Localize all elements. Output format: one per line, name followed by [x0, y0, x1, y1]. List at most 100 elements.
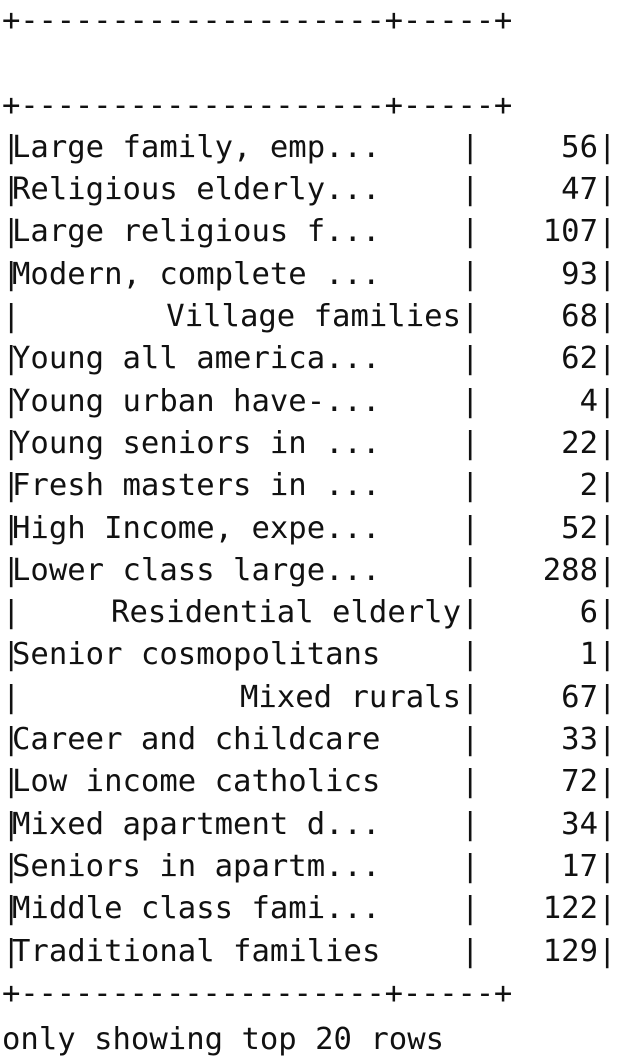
- column-separator: |: [598, 129, 617, 165]
- column-separator: |: [461, 552, 480, 588]
- column-separator: |: [598, 891, 617, 927]
- column-separator: |: [461, 722, 480, 758]
- cell-count: 67: [561, 679, 598, 715]
- column-separator: |: [598, 764, 617, 800]
- cell-customer-subtype: Middle class fami...: [12, 891, 381, 927]
- table-row: |Religious elderly... | 47|: [2, 169, 618, 211]
- cell-customer-subtype: Modern, complete ...: [12, 256, 381, 292]
- column-separator: |: [598, 510, 617, 546]
- column-separator: |: [2, 848, 21, 884]
- column-separator: |: [2, 891, 21, 927]
- column-separator: |: [461, 637, 480, 673]
- table-row: |Low income catholics | 72|: [2, 761, 618, 803]
- cell-customer-subtype: Religious elderly...: [12, 172, 381, 208]
- column-separator: |: [598, 637, 617, 673]
- table-row: |High Income, expe... | 52|: [2, 508, 618, 550]
- cell-count: 52: [561, 510, 598, 546]
- column-separator: |: [598, 172, 617, 208]
- cell-customer-subtype: Low income catholics: [12, 764, 381, 800]
- column-separator: |: [461, 891, 480, 927]
- table-top-border: +--------------------+-----+: [2, 3, 513, 38]
- column-separator: |: [2, 129, 21, 165]
- column-separator: |: [598, 552, 617, 588]
- cell-customer-subtype: Career and childcare: [12, 722, 381, 758]
- table-row: |Middle class fami... | 122|: [2, 888, 618, 930]
- table-row: |Seniors in apartm... | 17|: [2, 846, 618, 888]
- cell-customer-subtype: Fresh masters in ...: [12, 468, 381, 504]
- column-separator: |: [461, 129, 480, 165]
- table-row: |Young urban have-... | 4|: [2, 381, 618, 423]
- column-separator: |: [2, 637, 21, 673]
- cell-count: 34: [561, 806, 598, 842]
- column-separator: |: [461, 383, 480, 419]
- column-separator: |: [2, 425, 21, 461]
- column-separator: |: [598, 383, 617, 419]
- cell-count: 107: [542, 214, 598, 250]
- column-separator: |: [598, 933, 617, 969]
- cell-count: 17: [561, 848, 598, 884]
- table-row: |Traditional families | 129|: [2, 931, 618, 973]
- cell-customer-subtype: Mixed rurals: [239, 679, 461, 715]
- table-row: | Village families| 68|: [2, 296, 618, 338]
- cell-count: 33: [561, 722, 598, 758]
- column-separator: |: [461, 299, 480, 335]
- column-separator: |: [598, 806, 617, 842]
- column-separator: |: [461, 933, 480, 969]
- column-separator: |: [461, 764, 480, 800]
- column-separator: |: [2, 595, 21, 631]
- table-header-row: |Customer_subtype|count|: [2, 42, 618, 84]
- table-bottom-border: +--------------------+-----+: [2, 975, 513, 1011]
- column-separator: |: [598, 722, 617, 758]
- cell-count: 2: [579, 468, 598, 504]
- column-separator: |: [461, 510, 480, 546]
- cell-count: 47: [561, 172, 598, 208]
- table-row: |Large religious f... | 107|: [2, 211, 618, 253]
- table-row: |Large family, emp... | 56|: [2, 127, 618, 169]
- column-separator: |: [598, 848, 617, 884]
- cell-customer-subtype: Young urban have-...: [12, 383, 381, 419]
- column-separator: |: [598, 595, 617, 631]
- column-separator: |: [461, 595, 480, 631]
- cell-count: 288: [542, 552, 598, 588]
- column-separator: |: [598, 214, 617, 250]
- cell-customer-subtype: Senior cosmopolitans: [12, 637, 381, 673]
- cell-customer-subtype: Traditional families: [12, 933, 381, 969]
- table-row: |Fresh masters in ... | 2|: [2, 465, 618, 507]
- cell-customer-subtype: Large religious f...: [12, 214, 381, 250]
- column-separator: |: [598, 256, 617, 292]
- column-separator: |: [461, 256, 480, 292]
- cell-count: 93: [561, 256, 598, 292]
- cell-customer-subtype: Seniors in apartm...: [12, 848, 381, 884]
- cell-count: 68: [561, 299, 598, 335]
- column-separator: |: [598, 468, 617, 504]
- cell-count: 56: [561, 129, 598, 165]
- column-separator: |: [598, 341, 617, 377]
- cell-customer-subtype: Young seniors in ...: [12, 425, 381, 461]
- column-separator: |: [461, 172, 480, 208]
- column-separator: |: [461, 806, 480, 842]
- cell-count: 1: [579, 637, 598, 673]
- table-row: | Mixed rurals| 67|: [2, 677, 618, 719]
- cell-count: 129: [542, 933, 598, 969]
- column-separator: |: [2, 172, 21, 208]
- table-row: |Senior cosmopolitans | 1|: [2, 634, 618, 676]
- column-separator: |: [461, 341, 480, 377]
- column-separator: |: [2, 468, 21, 504]
- cell-customer-subtype: Village families: [166, 299, 461, 335]
- column-separator: |: [2, 806, 21, 842]
- table-row: | Residential elderly| 6|: [2, 592, 618, 634]
- cell-count: 72: [561, 764, 598, 800]
- table-row: |Modern, complete ... | 93|: [2, 254, 618, 296]
- cell-count: 22: [561, 425, 598, 461]
- column-separator: |: [598, 679, 617, 715]
- cell-customer-subtype: Large family, emp...: [12, 129, 381, 165]
- column-separator: |: [2, 383, 21, 419]
- column-separator: |: [461, 679, 480, 715]
- cell-customer-subtype: High Income, expe...: [12, 510, 381, 546]
- column-separator: |: [2, 722, 21, 758]
- column-separator: |: [2, 510, 21, 546]
- cell-customer-subtype: Residential elderly: [111, 595, 461, 631]
- cell-customer-subtype: Young all america...: [12, 341, 381, 377]
- table-row: |Career and childcare | 33|: [2, 719, 618, 761]
